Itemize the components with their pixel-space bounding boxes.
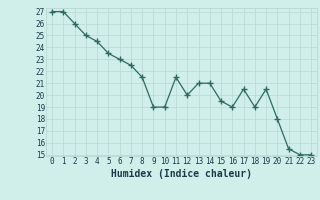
- X-axis label: Humidex (Indice chaleur): Humidex (Indice chaleur): [111, 169, 252, 179]
